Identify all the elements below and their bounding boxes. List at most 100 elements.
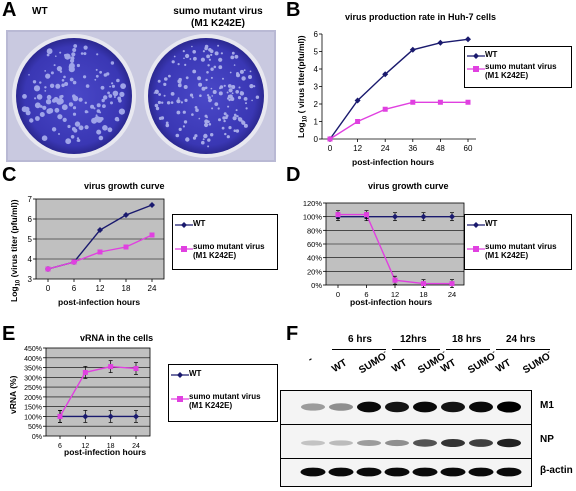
- y-tick-label: 350%: [24, 366, 42, 373]
- plaque: [235, 129, 240, 133]
- plaque: [34, 102, 41, 109]
- x-tick-label: 6: [58, 443, 62, 450]
- data-point: [449, 213, 455, 220]
- plaque: [175, 133, 180, 138]
- plaque: [245, 107, 248, 110]
- plaque: [231, 92, 234, 95]
- data-point: [149, 202, 155, 208]
- plaque: [228, 126, 232, 130]
- data-point: [123, 244, 129, 250]
- y-tick-label: 1: [314, 118, 319, 127]
- data-point: [382, 71, 389, 78]
- data-point: [71, 259, 77, 265]
- band: [497, 401, 521, 413]
- plaque: [157, 79, 161, 83]
- x-tick-label: 0: [336, 290, 340, 299]
- plaque: [223, 84, 226, 87]
- plaque: [91, 117, 98, 124]
- plaque: [204, 114, 208, 118]
- y-tick-label: 60%: [307, 240, 322, 249]
- plaque: [155, 106, 160, 111]
- plaque: [46, 108, 52, 114]
- plaque: [208, 123, 212, 126]
- data-point: [382, 106, 388, 112]
- band: [328, 467, 354, 477]
- plaque: [192, 69, 197, 74]
- plaque: [51, 127, 57, 132]
- plaque: [243, 69, 246, 72]
- plaque: [39, 112, 45, 117]
- band: [301, 403, 325, 411]
- plaque: [154, 103, 159, 108]
- plaque: [183, 120, 188, 124]
- data-point: [123, 212, 129, 218]
- band: [384, 467, 410, 477]
- plaque: [55, 55, 57, 57]
- plaque: [165, 121, 169, 125]
- x-tick-label: 18: [122, 284, 131, 293]
- plaque: [72, 106, 77, 110]
- plaque: [248, 75, 252, 79]
- timepoint-label: 24 hrs: [506, 334, 536, 345]
- plaque: [98, 135, 104, 141]
- plaque: [100, 85, 105, 90]
- series-line-wt: [329, 38, 469, 140]
- data-point: [327, 136, 333, 142]
- plaque: [207, 120, 210, 123]
- series-line-mutant: [329, 101, 468, 140]
- plaque: [101, 98, 105, 103]
- plaque: [193, 56, 197, 61]
- plaque: [99, 111, 102, 114]
- y-tick-label: 5: [28, 235, 33, 244]
- band: [413, 401, 437, 413]
- plaque: [116, 118, 120, 122]
- plaque: [56, 66, 63, 72]
- plaque: [210, 133, 214, 137]
- plaque: [206, 94, 210, 97]
- plaque: [95, 68, 98, 71]
- chart-e-title: vRNA in the cells: [80, 333, 154, 343]
- plaque: [72, 80, 77, 85]
- plaque: [90, 104, 95, 109]
- plaque: [223, 119, 226, 123]
- plaque: [223, 112, 227, 116]
- plaque: [177, 79, 182, 84]
- band: [469, 439, 493, 447]
- plaque: [202, 138, 205, 141]
- band: [413, 439, 437, 447]
- y-tick-label: 0%: [311, 281, 322, 290]
- plaque: [154, 89, 159, 94]
- data-point: [392, 213, 398, 220]
- plaque: [57, 114, 63, 120]
- y-tick-label: 4: [314, 65, 319, 74]
- x-tick-label: 0: [46, 284, 51, 293]
- timepoint-bracket: [446, 349, 490, 350]
- plaque: [109, 85, 111, 88]
- plaque: [28, 74, 30, 76]
- plaque: [118, 99, 122, 103]
- data-point: [410, 99, 416, 105]
- plaque: [222, 77, 224, 80]
- plaque: [222, 116, 226, 120]
- band: [356, 467, 382, 477]
- plaque: [177, 97, 180, 99]
- chart-d-legend: WT sumo mutant virus (M1 K242E): [464, 214, 572, 270]
- plaque: [168, 74, 171, 78]
- data-point: [45, 266, 51, 272]
- timepoint-bracket: [392, 349, 440, 350]
- plaque: [228, 88, 233, 93]
- plaque: [201, 86, 206, 91]
- plaque: [83, 75, 87, 79]
- plaque: [201, 140, 205, 145]
- band: [497, 438, 521, 448]
- y-tick-label: 3: [28, 275, 33, 284]
- plaque: [166, 101, 171, 105]
- plaque: [53, 64, 56, 67]
- plaque: [58, 133, 60, 135]
- plaque: [218, 57, 223, 62]
- y-tick-label: 450%: [24, 346, 42, 353]
- plaque: [241, 120, 246, 125]
- y-tick-label: 6: [314, 30, 319, 39]
- lane-label: SUMO-: [357, 348, 389, 377]
- plaque: [211, 107, 214, 110]
